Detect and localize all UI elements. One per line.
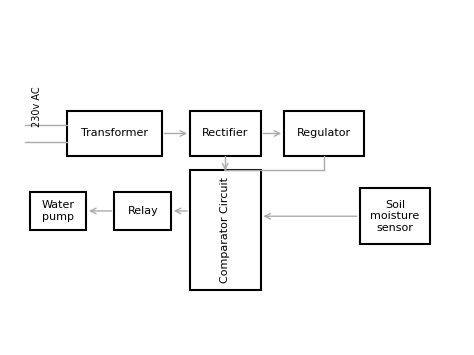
Text: Relay: Relay: [128, 206, 158, 216]
Text: Comparator Circuit: Comparator Circuit: [220, 178, 230, 283]
Bar: [30, 192, 86, 230]
Text: Regulator: Regulator: [297, 129, 351, 138]
Bar: [115, 192, 171, 230]
Text: 230v AC: 230v AC: [32, 87, 42, 127]
Bar: [190, 170, 261, 290]
Text: Transformer: Transformer: [81, 129, 148, 138]
Text: Water
pump: Water pump: [41, 200, 74, 222]
Bar: [284, 110, 364, 156]
Text: Rectifier: Rectifier: [202, 129, 248, 138]
Bar: [359, 188, 430, 245]
Bar: [190, 110, 261, 156]
Bar: [67, 110, 162, 156]
Text: Soil
moisture
sensor: Soil moisture sensor: [370, 200, 419, 233]
